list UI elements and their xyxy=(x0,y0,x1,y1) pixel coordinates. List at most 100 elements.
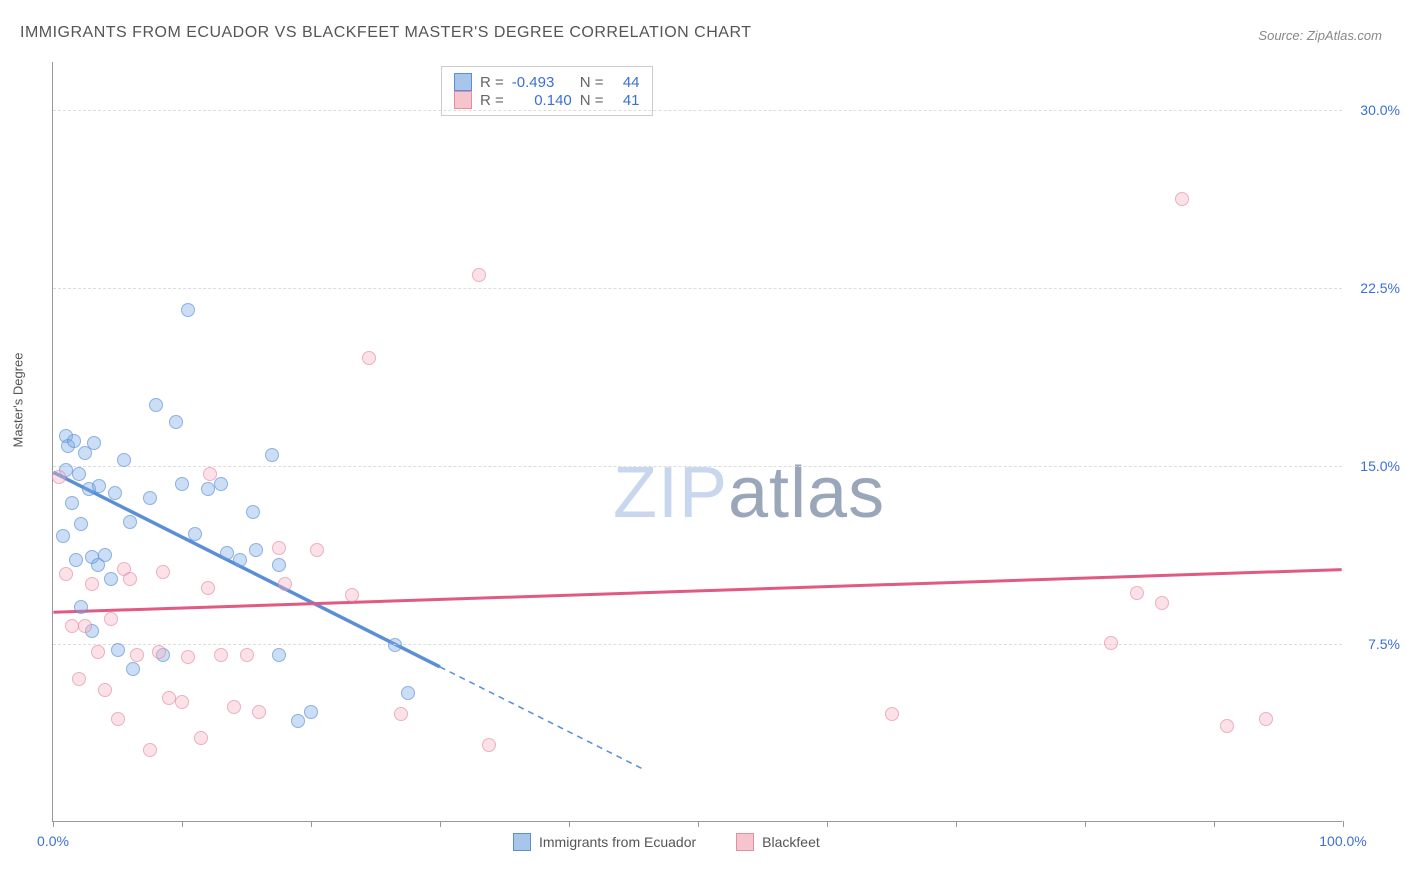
trendlines-svg xyxy=(53,62,1342,821)
scatter-point xyxy=(91,645,105,659)
scatter-point xyxy=(194,731,208,745)
scatter-point xyxy=(278,577,292,591)
scatter-point xyxy=(265,448,279,462)
scatter-point xyxy=(388,638,402,652)
gridline-h xyxy=(53,288,1342,289)
x-tick xyxy=(827,821,828,827)
scatter-point xyxy=(149,398,163,412)
scatter-point xyxy=(1259,712,1273,726)
y-tick-label: 7.5% xyxy=(1368,636,1400,652)
x-tick xyxy=(182,821,183,827)
n-label: N = xyxy=(580,74,604,91)
scatter-point xyxy=(123,572,137,586)
scatter-point xyxy=(117,453,131,467)
x-tick xyxy=(956,821,957,827)
scatter-point xyxy=(74,517,88,531)
scatter-point xyxy=(104,572,118,586)
x-tick xyxy=(53,821,54,827)
n-label: N = xyxy=(580,92,604,109)
scatter-point xyxy=(394,707,408,721)
scatter-point xyxy=(98,683,112,697)
scatter-point xyxy=(304,705,318,719)
scatter-point xyxy=(74,600,88,614)
scatter-point xyxy=(472,268,486,282)
legend-row-blackfeet: R = 0.140 N = 41 xyxy=(454,91,640,109)
y-tick-label: 15.0% xyxy=(1360,458,1400,474)
scatter-point xyxy=(56,529,70,543)
scatter-point xyxy=(130,648,144,662)
r-label: R = xyxy=(480,74,504,91)
scatter-point xyxy=(885,707,899,721)
source-label: Source: xyxy=(1258,28,1303,43)
watermark: ZIPatlas xyxy=(613,452,885,534)
scatter-point xyxy=(52,470,66,484)
swatch-pink-icon xyxy=(454,91,472,109)
scatter-point xyxy=(126,662,140,676)
scatter-point xyxy=(214,648,228,662)
scatter-point xyxy=(272,541,286,555)
n-value-blackfeet: 41 xyxy=(612,92,640,109)
x-tick xyxy=(698,821,699,827)
scatter-point xyxy=(1155,596,1169,610)
scatter-point xyxy=(201,581,215,595)
gridline-h xyxy=(53,466,1342,467)
scatter-point xyxy=(1130,586,1144,600)
scatter-point xyxy=(272,558,286,572)
scatter-point xyxy=(85,577,99,591)
scatter-point xyxy=(214,477,228,491)
y-tick-label: 22.5% xyxy=(1360,280,1400,296)
scatter-point xyxy=(482,738,496,752)
plot-area: ZIPatlas R = -0.493 N = 44 R = 0.140 N =… xyxy=(52,62,1342,822)
gridline-h xyxy=(53,644,1342,645)
scatter-point xyxy=(69,553,83,567)
swatch-blue-icon xyxy=(454,73,472,91)
scatter-point xyxy=(291,714,305,728)
chart-title: IMMIGRANTS FROM ECUADOR VS BLACKFEET MAS… xyxy=(20,24,751,42)
scatter-point xyxy=(78,619,92,633)
scatter-point xyxy=(104,612,118,626)
scatter-point xyxy=(111,712,125,726)
legend-item-blackfeet: Blackfeet xyxy=(736,833,820,851)
x-tick xyxy=(1085,821,1086,827)
r-label: R = xyxy=(480,92,504,109)
scatter-point xyxy=(272,648,286,662)
x-tick xyxy=(1343,821,1344,827)
scatter-point xyxy=(362,351,376,365)
scatter-point xyxy=(98,548,112,562)
scatter-point xyxy=(252,705,266,719)
scatter-point xyxy=(143,491,157,505)
scatter-point xyxy=(59,567,73,581)
y-tick-label: 30.0% xyxy=(1360,102,1400,118)
n-value-ecuador: 44 xyxy=(612,74,640,91)
legend-label-blackfeet: Blackfeet xyxy=(762,834,820,850)
scatter-point xyxy=(162,691,176,705)
scatter-point xyxy=(233,553,247,567)
x-tick-label: 0.0% xyxy=(37,833,69,849)
scatter-point xyxy=(111,643,125,657)
source-name: ZipAtlas.com xyxy=(1307,28,1382,43)
correlation-legend: R = -0.493 N = 44 R = 0.140 N = 41 xyxy=(441,66,653,116)
gridline-h xyxy=(53,110,1342,111)
scatter-point xyxy=(203,467,217,481)
r-value-ecuador: -0.493 xyxy=(512,74,572,91)
series-legend: Immigrants from Ecuador Blackfeet xyxy=(513,833,820,851)
scatter-point xyxy=(1175,192,1189,206)
x-tick-label: 100.0% xyxy=(1319,833,1366,849)
scatter-point xyxy=(143,743,157,757)
scatter-point xyxy=(72,672,86,686)
scatter-point xyxy=(175,477,189,491)
scatter-point xyxy=(65,496,79,510)
scatter-point xyxy=(249,543,263,557)
legend-item-ecuador: Immigrants from Ecuador xyxy=(513,833,696,851)
x-tick xyxy=(1214,821,1215,827)
scatter-point xyxy=(1104,636,1118,650)
scatter-point xyxy=(345,588,359,602)
scatter-point xyxy=(181,303,195,317)
r-value-blackfeet: 0.140 xyxy=(512,92,572,109)
scatter-point xyxy=(152,645,166,659)
legend-label-ecuador: Immigrants from Ecuador xyxy=(539,834,696,850)
x-tick xyxy=(440,821,441,827)
scatter-point xyxy=(401,686,415,700)
legend-row-ecuador: R = -0.493 N = 44 xyxy=(454,73,640,91)
y-axis-title: Master's Degree xyxy=(11,353,26,448)
